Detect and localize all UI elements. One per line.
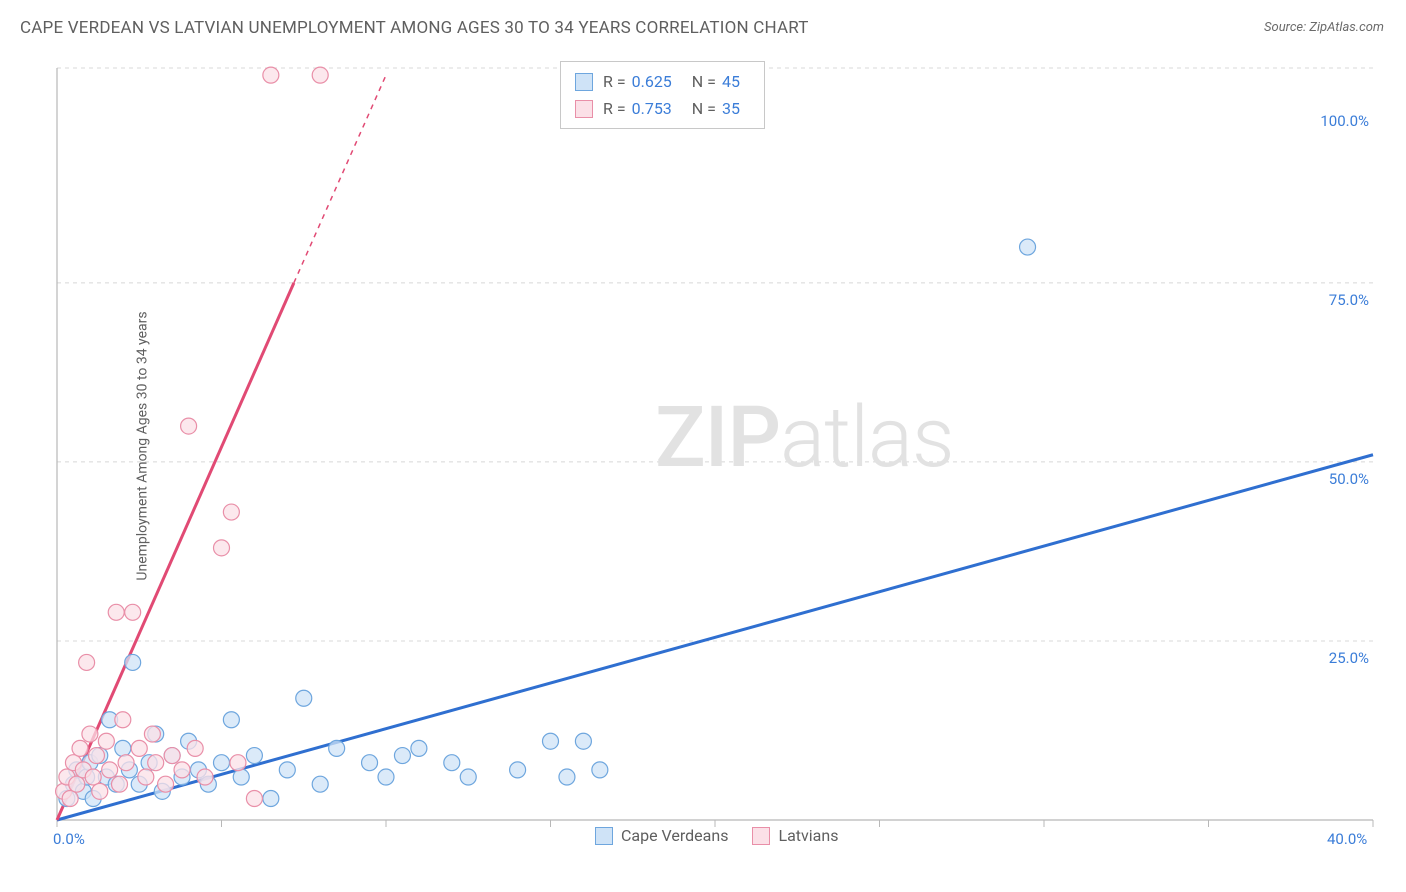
scatter-plot: ZIPatlas R = 0.625 N = 45 R = 0.753 N = … bbox=[55, 58, 1375, 848]
legend-label-cape-verdeans: Cape Verdeans bbox=[621, 826, 728, 845]
swatch-latvians bbox=[752, 827, 770, 845]
chart-title: CAPE VERDEAN VS LATVIAN UNEMPLOYMENT AMO… bbox=[20, 18, 809, 38]
x-tick-label: 0.0% bbox=[53, 830, 85, 848]
legend-item-latvians: Latvians bbox=[752, 826, 838, 845]
r-value-latvians: 0.753 bbox=[632, 95, 672, 122]
swatch-latvians bbox=[575, 100, 593, 118]
swatch-cape-verdeans bbox=[575, 73, 593, 91]
series-legend: Cape Verdeans Latvians bbox=[595, 826, 838, 845]
stats-legend: R = 0.625 N = 45 R = 0.753 N = 35 bbox=[560, 61, 765, 129]
y-tick-label: 100.0% bbox=[1320, 112, 1369, 130]
y-tick-label: 50.0% bbox=[1329, 470, 1369, 488]
r-value-cape-verdeans: 0.625 bbox=[632, 68, 672, 95]
stats-row-cape-verdeans: R = 0.625 N = 45 bbox=[575, 68, 750, 95]
r-label: R = bbox=[603, 95, 626, 122]
y-tick-label: 75.0% bbox=[1329, 291, 1369, 309]
chart-canvas bbox=[55, 58, 1375, 848]
legend-item-cape-verdeans: Cape Verdeans bbox=[595, 826, 728, 845]
r-label: R = bbox=[603, 68, 626, 95]
n-label: N = bbox=[692, 95, 716, 122]
x-tick-label: 40.0% bbox=[1327, 830, 1367, 848]
n-value-cape-verdeans: 45 bbox=[722, 68, 740, 95]
y-tick-label: 25.0% bbox=[1329, 649, 1369, 667]
source-credit: Source: ZipAtlas.com bbox=[1264, 20, 1384, 35]
legend-label-latvians: Latvians bbox=[778, 826, 838, 845]
n-value-latvians: 35 bbox=[722, 95, 740, 122]
stats-row-latvians: R = 0.753 N = 35 bbox=[575, 95, 750, 122]
n-label: N = bbox=[692, 68, 716, 95]
swatch-cape-verdeans bbox=[595, 827, 613, 845]
